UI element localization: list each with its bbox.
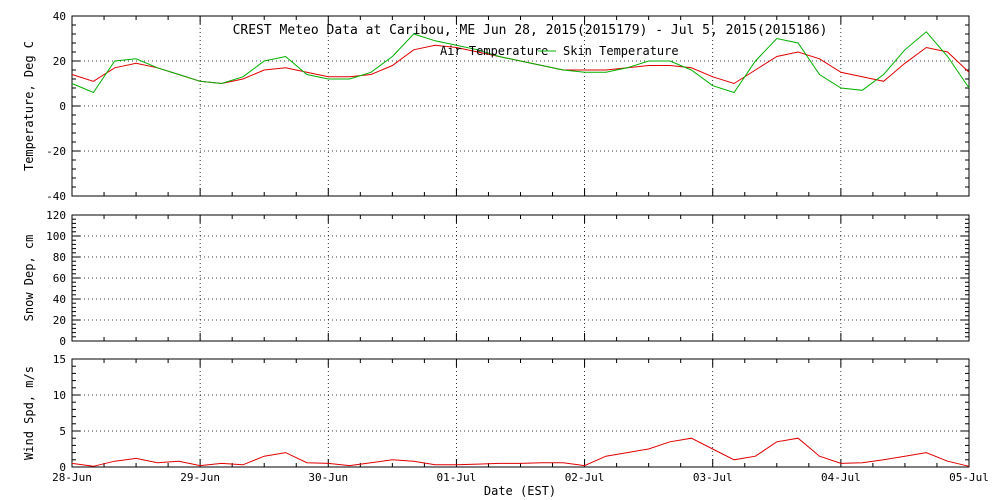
y-tick-label: 120 xyxy=(46,209,66,222)
y-tick-label: 15 xyxy=(53,353,66,366)
y-tick-label: -20 xyxy=(46,145,66,158)
series-line-skin-temperature xyxy=(71,31,970,94)
plot-frame xyxy=(71,358,970,468)
y-axis-title-temperature-deg-c: Temperature, Deg C xyxy=(22,41,36,171)
y-tick-label: 20 xyxy=(53,314,66,327)
x-tick-label: 03-Jul xyxy=(693,471,733,484)
y-tick-label: -40 xyxy=(46,190,66,203)
wind-speed-panel: 0 5 10 15 Wind Spd, m/s 28-Jun 29-Jun 30-Jun 01-… xyxy=(22,353,989,484)
x-tick-label: 30-Jun xyxy=(308,471,348,484)
x-tick-label: 04-Jul xyxy=(821,471,861,484)
x-axis-title: Date (EST) xyxy=(484,484,556,498)
x-tick-label: 01-Jul xyxy=(437,471,477,484)
x-tick-label: 29-Jun xyxy=(180,471,220,484)
x-tick-label: 28-Jun xyxy=(52,471,92,484)
y-tick-label: 0 xyxy=(59,461,66,474)
temperature-panel: -40 -20 0 20 40 Temperature, Deg C xyxy=(22,10,970,203)
y-axis-title-wind-spd-m-s: Wind Spd, m/s xyxy=(22,366,36,460)
y-tick-label: 20 xyxy=(53,55,66,68)
y-tick-label: 5 xyxy=(59,425,66,438)
y-tick-label: 100 xyxy=(46,230,66,243)
snow-depth-panel: 0 20 40 60 80 100 120 Snow Dep, cm xyxy=(22,209,970,348)
y-axis-title-snow-dep-cm: Snow Dep, cm xyxy=(22,235,36,322)
legend-label-skin-temperature: Skin Temperature xyxy=(563,44,679,58)
legend-label-air-temperature: Air Temperature xyxy=(440,44,548,58)
y-tick-label: 60 xyxy=(53,272,66,285)
x-tick-label: 05-Jul xyxy=(949,471,989,484)
x-tick-label: 02-Jul xyxy=(565,471,605,484)
y-tick-label: 10 xyxy=(53,389,66,402)
y-tick-label: 40 xyxy=(53,293,66,306)
y-tick-label: 0 xyxy=(59,100,66,113)
y-tick-label: 0 xyxy=(59,335,66,348)
series-line-wind-speed xyxy=(71,437,970,467)
y-tick-label: 80 xyxy=(53,251,66,264)
chart-title: CREST Meteo Data at Caribou, ME Jun 28, … xyxy=(233,23,828,38)
y-tick-label: 40 xyxy=(53,10,66,23)
legend: Air Temperature Skin Temperature xyxy=(440,44,679,58)
